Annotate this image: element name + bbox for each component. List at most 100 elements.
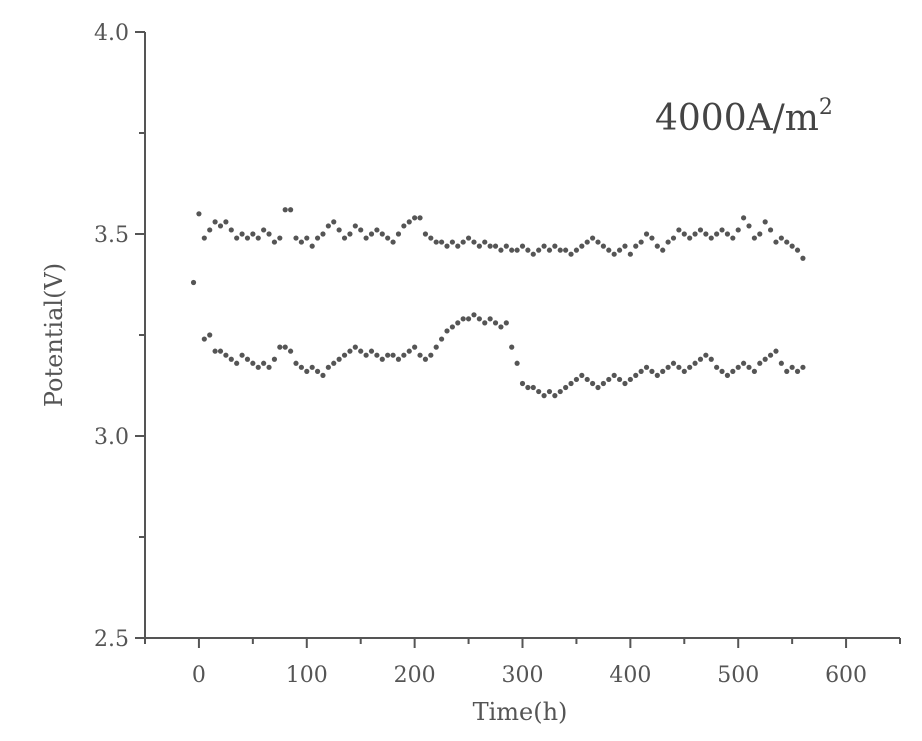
- data-point-lower: [450, 324, 455, 329]
- data-point-upper: [763, 219, 768, 224]
- data-point-upper: [493, 244, 498, 249]
- data-point-lower: [574, 377, 579, 382]
- data-point-upper: [709, 235, 714, 240]
- data-point-lower: [547, 389, 552, 394]
- data-point-upper: [617, 248, 622, 253]
- data-point-lower: [666, 365, 671, 370]
- data-point-upper: [768, 227, 773, 232]
- data-point-lower: [239, 353, 244, 358]
- data-point-upper: [773, 239, 778, 244]
- data-point-lower: [331, 361, 336, 366]
- data-point-upper: [692, 231, 697, 236]
- data-point-upper: [374, 227, 379, 232]
- data-point-upper: [714, 231, 719, 236]
- data-point-upper: [304, 235, 309, 240]
- data-point-lower: [320, 373, 325, 378]
- data-point-upper: [736, 227, 741, 232]
- data-point-lower: [250, 361, 255, 366]
- data-point-lower: [606, 377, 611, 382]
- data-point-lower: [412, 345, 417, 350]
- y-axis-label: Potential(V): [40, 263, 68, 407]
- data-point-upper: [353, 223, 358, 228]
- data-point-lower: [633, 373, 638, 378]
- data-point-upper: [719, 227, 724, 232]
- data-point-lower: [444, 328, 449, 333]
- x-tick-label: 0: [192, 663, 206, 688]
- data-point-upper: [730, 235, 735, 240]
- data-point-upper: [401, 223, 406, 228]
- data-point-upper: [439, 239, 444, 244]
- data-point-lower: [396, 357, 401, 362]
- data-point-lower: [617, 377, 622, 382]
- data-point-upper: [568, 252, 573, 257]
- data-point-lower: [773, 349, 778, 354]
- data-point-upper: [515, 248, 520, 253]
- data-point-upper: [331, 219, 336, 224]
- data-point-upper: [266, 231, 271, 236]
- data-point-upper: [795, 248, 800, 253]
- data-point-upper: [536, 248, 541, 253]
- data-point-lower: [471, 312, 476, 317]
- data-point-lower: [407, 349, 412, 354]
- data-point-lower: [800, 365, 805, 370]
- data-point-lower: [202, 336, 207, 341]
- data-point-lower: [256, 365, 261, 370]
- data-point-lower: [622, 381, 627, 386]
- data-point-upper: [234, 235, 239, 240]
- data-point-upper: [434, 239, 439, 244]
- data-point-lower: [795, 369, 800, 374]
- data-point-upper: [299, 239, 304, 244]
- data-point-upper: [337, 227, 342, 232]
- x-tick-label: 100: [286, 663, 328, 688]
- data-point-lower: [768, 353, 773, 358]
- data-point-lower: [649, 369, 654, 374]
- data-point-lower: [692, 361, 697, 366]
- data-point-upper: [466, 235, 471, 240]
- data-point-upper: [477, 244, 482, 249]
- data-point-lower: [364, 353, 369, 358]
- data-point-upper: [800, 256, 805, 261]
- data-point-lower: [223, 353, 228, 358]
- data-point-upper: [380, 231, 385, 236]
- data-point-lower: [590, 381, 595, 386]
- data-point-upper: [746, 223, 751, 228]
- data-point-upper: [649, 235, 654, 240]
- data-point-upper: [342, 235, 347, 240]
- data-point-lower: [579, 373, 584, 378]
- data-point-lower: [725, 373, 730, 378]
- data-point-lower: [369, 349, 374, 354]
- data-point-upper: [239, 231, 244, 236]
- data-point-upper: [455, 244, 460, 249]
- data-point-lower: [719, 369, 724, 374]
- data-point-lower: [585, 377, 590, 382]
- x-tick-label: 200: [394, 663, 436, 688]
- data-point-lower: [515, 361, 520, 366]
- x-axis-label: Time(h): [473, 698, 568, 726]
- data-point-lower: [461, 316, 466, 321]
- data-point-lower: [752, 369, 757, 374]
- data-point-lower: [757, 361, 762, 366]
- data-point-upper: [784, 239, 789, 244]
- data-point-upper: [326, 223, 331, 228]
- data-point-upper: [579, 244, 584, 249]
- data-point-lower: [337, 357, 342, 362]
- data-point-upper: [245, 235, 250, 240]
- data-point-lower: [423, 357, 428, 362]
- data-point-lower: [477, 316, 482, 321]
- data-point-lower: [655, 373, 660, 378]
- data-point-lower: [347, 349, 352, 354]
- data-point-upper: [358, 227, 363, 232]
- data-point-upper: [676, 227, 681, 232]
- data-point-upper: [347, 231, 352, 236]
- data-point-upper: [612, 252, 617, 257]
- data-point-upper: [590, 235, 595, 240]
- data-point-lower: [639, 369, 644, 374]
- data-point-lower: [466, 316, 471, 321]
- data-point-upper: [703, 231, 708, 236]
- data-point-upper: [779, 235, 784, 240]
- data-point-lower: [439, 336, 444, 341]
- data-point-upper: [261, 227, 266, 232]
- data-point-upper: [369, 231, 374, 236]
- data-point-upper: [482, 239, 487, 244]
- data-point-lower: [784, 369, 789, 374]
